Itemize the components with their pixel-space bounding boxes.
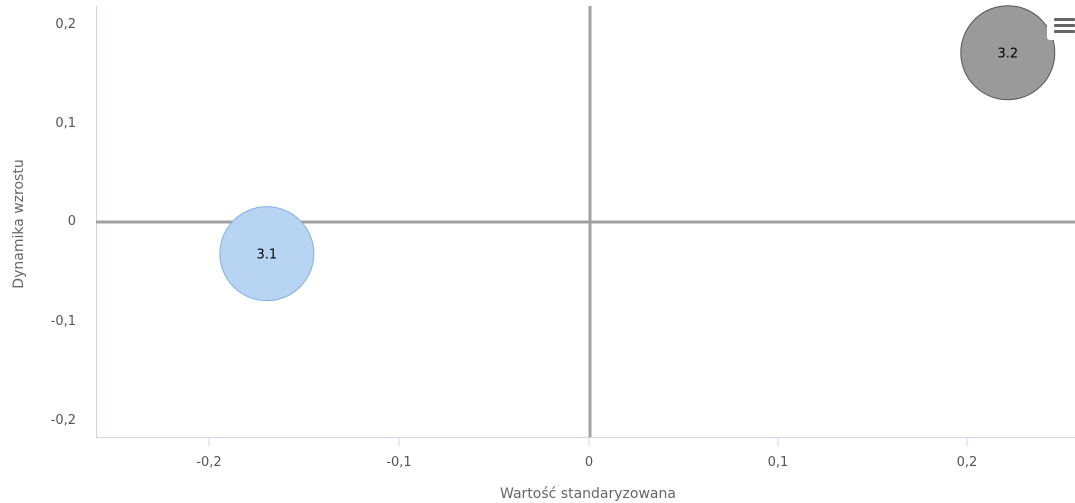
bubble-point[interactable] bbox=[960, 5, 1056, 101]
hamburger-menu-icon bbox=[1054, 24, 1075, 27]
x-tick-label: -0,2 bbox=[196, 455, 221, 470]
y-axis-ticks: 0,2 0,1 0 -0,1 -0,2 bbox=[51, 17, 76, 428]
x-tick-label: 0 bbox=[585, 455, 593, 470]
x-axis-title: Wartość standaryzowana bbox=[500, 486, 676, 502]
y-tick-label: -0,2 bbox=[51, 413, 76, 428]
bubble-label: 3.1 bbox=[257, 248, 278, 263]
y-tick-label: 0 bbox=[68, 214, 76, 229]
y-axis-title: Dynamika wzrostu bbox=[11, 159, 27, 288]
x-tick-label: -0,1 bbox=[386, 455, 411, 470]
y-tick-label: 0,1 bbox=[55, 116, 76, 131]
x-tick-label: 0,1 bbox=[768, 455, 789, 470]
bubble-series: 3.1 3.2 bbox=[219, 5, 1056, 302]
bubble-label: 3.2 bbox=[997, 47, 1018, 62]
x-axis-ticks: -0,2 -0,1 0 0,1 0,2 bbox=[196, 437, 977, 470]
chart-menu-button[interactable] bbox=[1047, 14, 1075, 40]
y-tick-label: 0,2 bbox=[55, 17, 76, 32]
hamburger-menu-icon bbox=[1054, 30, 1075, 33]
x-tick-label: 0,2 bbox=[957, 455, 978, 470]
bubble-point[interactable] bbox=[219, 206, 315, 302]
y-tick-label: -0,1 bbox=[51, 314, 76, 329]
hamburger-menu-icon bbox=[1054, 18, 1075, 21]
